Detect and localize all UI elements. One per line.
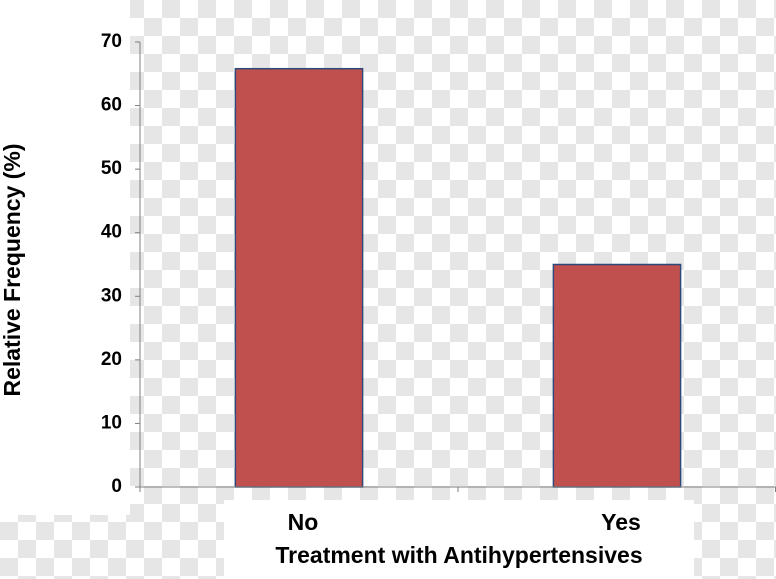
bar (234, 67, 364, 488)
x-tick-label: Yes (601, 509, 641, 535)
y-axis-title: Relative Frequency (%) (0, 143, 25, 396)
label-backdrop (0, 0, 130, 515)
y-tick-label: 20 (101, 349, 122, 370)
y-tick-label: 10 (101, 412, 122, 433)
y-tick-label: 0 (111, 476, 122, 497)
y-tick-label: 30 (101, 285, 122, 306)
y-tick-label: 70 (101, 31, 122, 52)
x-axis-title: Treatment with Antihypertensives (275, 542, 642, 568)
x-tick-label: No (288, 509, 319, 535)
y-tick-label: 50 (101, 158, 122, 179)
y-tick-label: 40 (101, 222, 122, 243)
bar (552, 263, 682, 488)
label-backdrop (224, 500, 694, 579)
y-tick-label: 60 (101, 95, 122, 116)
